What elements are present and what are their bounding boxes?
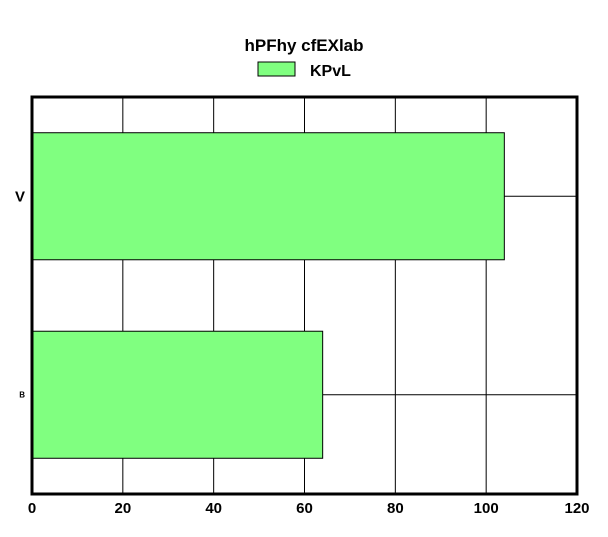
x-tick-label-120: 120: [564, 500, 589, 517]
bar-B: [31, 330, 324, 459]
x-tick-labels: 0 20 40 60 80 100 120: [28, 500, 590, 517]
x-tick-label-100: 100: [474, 500, 499, 517]
bar-V: [31, 132, 505, 261]
legend-swatch: [257, 61, 296, 77]
x-tick-label-80: 80: [387, 500, 404, 517]
x-tick-label-0: 0: [28, 500, 36, 517]
y-tick-labels: VB: [15, 188, 25, 399]
x-tick-label-40: 40: [205, 500, 222, 517]
bars: [31, 132, 505, 459]
y-tick-label-V: V: [15, 188, 25, 205]
y-tick-label-B: B: [19, 390, 25, 399]
x-tick-label-20: 20: [114, 500, 131, 517]
legend: KPvL: [257, 61, 351, 80]
x-tick-label-60: 60: [296, 500, 313, 517]
chart-title: hPFhy cfEXlab: [244, 36, 363, 55]
legend-label: KPvL: [310, 63, 351, 80]
plot-frame: [30, 95, 579, 496]
